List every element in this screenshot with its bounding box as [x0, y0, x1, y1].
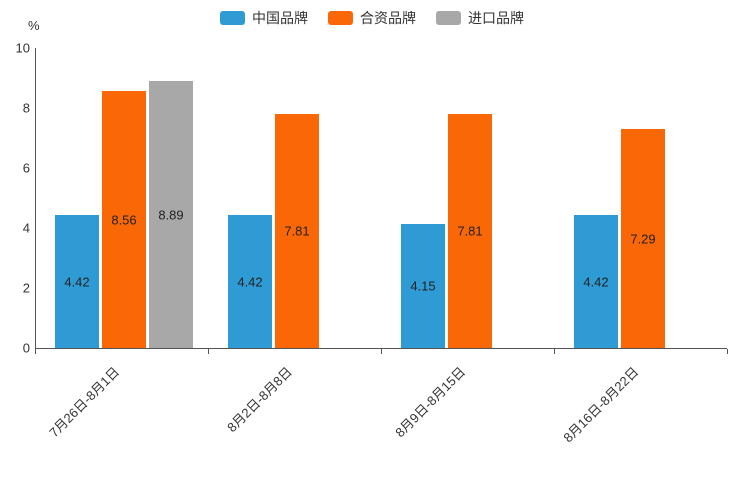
- y-tick-label: 6: [22, 160, 30, 176]
- bar: 7.29: [621, 129, 665, 348]
- legend-item[interactable]: 中国品牌: [220, 8, 308, 28]
- legend-swatch: [220, 11, 245, 25]
- legend-label: 合资品牌: [360, 10, 416, 26]
- bar: 8.89: [149, 81, 193, 348]
- legend: 中国品牌 合资品牌 进口品牌: [0, 8, 744, 28]
- bar: 8.56: [102, 91, 146, 348]
- x-tick-mark: [381, 349, 382, 354]
- bar: 7.81: [275, 113, 319, 348]
- y-axis-line: [35, 48, 36, 348]
- x-tick-label: 8月16日-8月22日: [560, 364, 642, 446]
- y-tick-label: 0: [22, 340, 30, 356]
- x-tick-label: 7月26日-8月1日: [46, 364, 123, 441]
- x-tick-mark: [727, 349, 728, 354]
- bar: 4.42: [228, 215, 272, 348]
- bar-value-label: 8.56: [111, 212, 137, 228]
- bar-value-label: 4.15: [410, 278, 436, 294]
- bar-value-label: 8.89: [158, 207, 184, 223]
- bar: 4.15: [401, 223, 445, 348]
- y-tick-label: 10: [15, 40, 30, 56]
- y-axis-unit-label: %: [28, 18, 40, 33]
- bar-value-label: 7.81: [284, 223, 310, 239]
- bar-value-label: 7.81: [457, 223, 483, 239]
- bar-value-label: 4.42: [64, 274, 90, 290]
- y-tick-label: 4: [22, 220, 30, 236]
- legend-label: 中国品牌: [252, 10, 308, 26]
- x-tick-label: 8月2日-8月8日: [224, 364, 296, 436]
- legend-item[interactable]: 进口品牌: [436, 8, 524, 28]
- bar: 4.42: [574, 215, 618, 348]
- legend-swatch: [436, 11, 461, 25]
- x-tick-mark: [208, 349, 209, 354]
- bar-value-label: 7.29: [630, 231, 656, 247]
- bar: 4.42: [55, 215, 99, 348]
- bar-value-label: 4.42: [237, 274, 263, 290]
- x-tick-label: 8月9日-8月15日: [392, 364, 469, 441]
- y-tick-label: 2: [22, 280, 30, 296]
- bar-value-label: 4.42: [583, 274, 609, 290]
- bar: 7.81: [448, 113, 492, 348]
- x-axis-line: [35, 348, 727, 349]
- legend-label: 进口品牌: [468, 10, 524, 26]
- legend-item[interactable]: 合资品牌: [328, 8, 416, 28]
- x-tick-mark: [554, 349, 555, 354]
- legend-swatch: [328, 11, 353, 25]
- y-tick-label: 8: [22, 100, 30, 116]
- x-tick-mark: [35, 349, 36, 354]
